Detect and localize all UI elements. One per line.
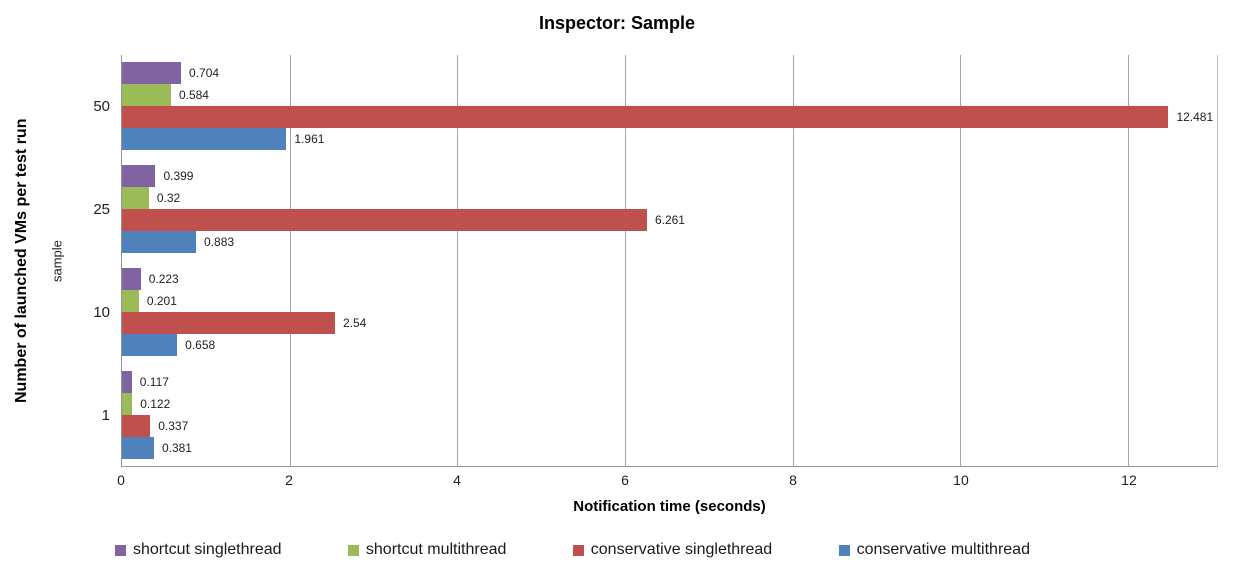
bar-value-label: 0.658 xyxy=(185,337,216,352)
y-tick-label-50: 50 xyxy=(93,98,110,115)
bar-conservative-singlethread xyxy=(122,209,647,232)
bar-value-label: 0.32 xyxy=(156,191,181,206)
bar-value-label: 0.399 xyxy=(163,169,194,184)
x-tick-label-10: 10 xyxy=(953,472,969,488)
bar-value-label: 0.337 xyxy=(158,418,189,433)
x-tick-label-4: 4 xyxy=(453,472,461,488)
bar-value-label: 0.704 xyxy=(189,66,220,81)
bar-conservative-multithread xyxy=(122,333,178,356)
bar-row: 0.117 xyxy=(122,370,1217,393)
y-tick-label-10: 10 xyxy=(93,304,110,321)
y-axis-subtitle: sample xyxy=(49,240,65,282)
bar-row: 0.223 xyxy=(122,267,1217,290)
bar-row: 0.658 xyxy=(122,333,1217,356)
legend-label: shortcut singlethread xyxy=(133,541,282,558)
legend-swatch-icon xyxy=(838,544,850,556)
bar-value-label: 0.883 xyxy=(204,235,235,250)
bar-row: 1.961 xyxy=(122,128,1217,151)
x-tick-label-2: 2 xyxy=(285,472,293,488)
bar-shortcut-multithread xyxy=(122,187,149,210)
bar-value-label: 0.117 xyxy=(139,374,169,389)
bar-row: 0.584 xyxy=(122,84,1217,107)
gridline-4 xyxy=(457,55,459,466)
bar-conservative-singlethread xyxy=(122,311,335,334)
bar-value-label: 12.481 xyxy=(1176,110,1214,125)
x-tick-label-8: 8 xyxy=(789,472,797,488)
chart-title: Inspector: Sample xyxy=(538,13,696,33)
x-axis-title: Notification time (seconds) xyxy=(573,498,766,515)
bar-row: 0.381 xyxy=(122,436,1217,459)
bar-shortcut-singlethread xyxy=(122,62,182,85)
bar-shortcut-singlethread xyxy=(122,267,141,290)
bar-value-label: 0.201 xyxy=(146,293,177,308)
legend-item-shortcut-singlethread: shortcut singlethread xyxy=(115,541,282,559)
gridline-8 xyxy=(792,55,794,466)
bar-group-1: 0.117 0.122 0.337 0.381 xyxy=(122,363,1217,466)
bar-shortcut-multithread xyxy=(122,84,171,107)
bar-row: 0.32 xyxy=(122,187,1217,210)
bar-conservative-singlethread xyxy=(122,414,151,437)
bar-value-label: 0.584 xyxy=(178,88,209,103)
bar-row: 0.883 xyxy=(122,231,1217,254)
x-axis-tick-labels: 0 2 4 6 8 10 12 xyxy=(117,472,1218,490)
legend: shortcut singlethread shortcut multithrea… xyxy=(115,538,1030,562)
bar-value-label: 2.54 xyxy=(342,315,367,330)
bar-conservative-multithread xyxy=(122,231,197,254)
bar-row: 0.704 xyxy=(122,62,1217,85)
legend-swatch-icon xyxy=(572,544,584,556)
bar-row: 0.399 xyxy=(122,165,1217,188)
bar-row: 0.337 xyxy=(122,414,1217,437)
y-axis-tick-labels: 50 25 10 1 xyxy=(72,55,110,467)
bar-groups: 0.704 0.584 12.481 1.961 0.399 0.32 6.261 0.883… xyxy=(122,55,1217,466)
bar-shortcut-singlethread xyxy=(122,165,156,188)
legend-label: conservative multithread xyxy=(856,541,1030,558)
bar-value-label: 0.122 xyxy=(140,396,171,411)
x-tick-label-12: 12 xyxy=(1121,472,1137,488)
bar-group-50: 0.704 0.584 12.481 1.961 xyxy=(122,55,1217,158)
legend-item-conservative-multithread: conservative multithread xyxy=(838,541,1030,559)
y-tick-label-25: 25 xyxy=(93,201,110,218)
bar-conservative-multithread xyxy=(122,436,154,459)
bar-shortcut-singlethread xyxy=(122,370,132,393)
legend-item-conservative-singlethread: conservative singlethread xyxy=(572,541,773,559)
bar-row: 0.122 xyxy=(122,392,1217,415)
bar-conservative-multithread xyxy=(122,128,287,151)
bar-shortcut-multithread xyxy=(122,392,133,415)
gridline-6 xyxy=(625,55,627,466)
x-tick-label-0: 0 xyxy=(117,472,125,488)
gridline-2 xyxy=(289,55,291,466)
bar-value-label: 6.261 xyxy=(654,213,685,228)
x-tick-label-6: 6 xyxy=(621,472,629,488)
bar-row: 2.54 xyxy=(122,311,1217,334)
bar-group-10: 0.223 0.201 2.54 0.658 xyxy=(122,261,1217,364)
bar-value-label: 0.223 xyxy=(148,271,179,286)
plot-area: 0.704 0.584 12.481 1.961 0.399 0.32 6.261 0.883… xyxy=(121,55,1218,467)
gridline-12 xyxy=(1128,55,1130,466)
gridline-10 xyxy=(960,55,962,466)
bar-row: 0.201 xyxy=(122,289,1217,312)
y-tick-label-1: 1 xyxy=(101,407,110,424)
legend-label: conservative singlethread xyxy=(590,541,773,558)
bar-group-25: 0.399 0.32 6.261 0.883 xyxy=(122,158,1217,261)
bar-row: 12.481 xyxy=(122,106,1217,129)
bar-row: 6.261 xyxy=(122,209,1217,232)
legend-swatch-icon xyxy=(115,544,126,556)
bar-value-label: 0.381 xyxy=(161,440,192,455)
legend-item-shortcut-multithread: shortcut multithread xyxy=(347,541,507,559)
legend-label: shortcut multithread xyxy=(365,541,507,558)
bar-value-label: 1.961 xyxy=(294,132,325,147)
legend-swatch-icon xyxy=(347,544,359,556)
bar-conservative-singlethread xyxy=(122,106,1169,129)
y-axis-title: Number of launched VMs per test run xyxy=(13,118,30,404)
bar-shortcut-multithread xyxy=(122,289,139,312)
